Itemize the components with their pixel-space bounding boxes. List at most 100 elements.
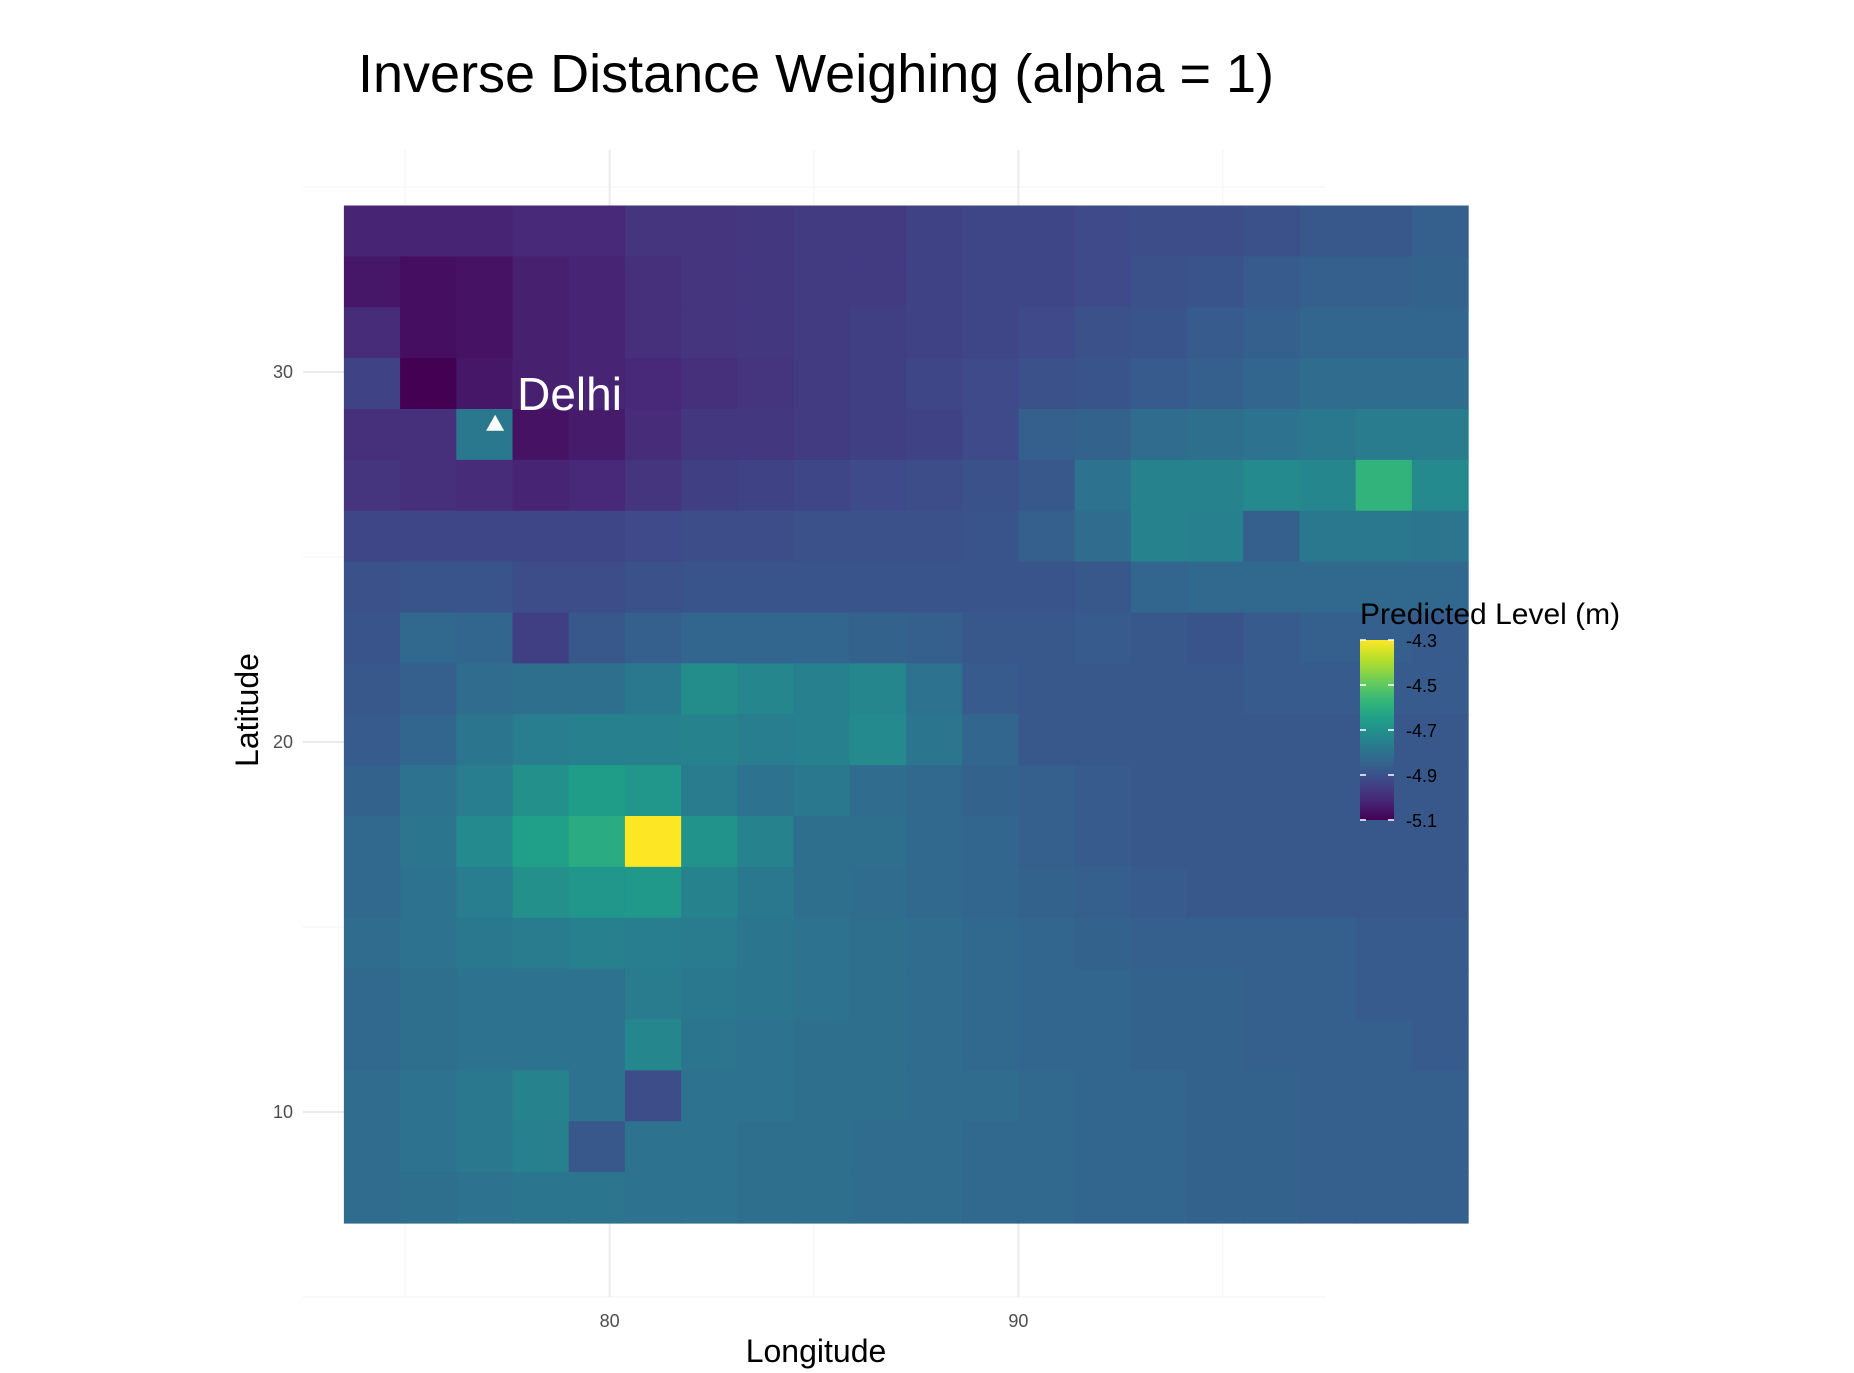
heatmap-cell bbox=[1411, 612, 1469, 664]
heatmap-cell bbox=[1187, 714, 1244, 766]
heatmap-cell bbox=[849, 358, 907, 410]
heatmap-cell bbox=[1299, 409, 1357, 461]
heatmap-cell bbox=[849, 968, 907, 1021]
heatmap-cell bbox=[568, 256, 626, 308]
x-axis-title: Longitude bbox=[746, 1333, 887, 1369]
heatmap-cell bbox=[849, 917, 907, 970]
heatmap-cell bbox=[456, 612, 514, 664]
heatmap-cell bbox=[681, 1019, 738, 1071]
heatmap-cell bbox=[400, 1121, 457, 1173]
heatmap-cell bbox=[624, 205, 682, 257]
heatmap-cell bbox=[793, 714, 851, 766]
heatmap-cell bbox=[905, 1172, 963, 1224]
heatmap-cell bbox=[1074, 1019, 1132, 1071]
heatmap-cell bbox=[1411, 816, 1469, 868]
heatmap-cell bbox=[793, 307, 851, 359]
heatmap-cell bbox=[1299, 917, 1357, 970]
heatmap-cell bbox=[1018, 205, 1076, 257]
heatmap-cell bbox=[737, 663, 795, 715]
heatmap-cell bbox=[793, 1121, 851, 1173]
heatmap-cell bbox=[456, 968, 514, 1021]
heatmap-cell bbox=[681, 917, 738, 970]
heatmap-cell bbox=[456, 1070, 514, 1122]
heatmap-cell bbox=[343, 307, 401, 359]
heatmap-cell bbox=[1018, 358, 1076, 410]
heatmap-cell bbox=[1299, 714, 1357, 766]
heatmap-cell bbox=[512, 765, 570, 817]
heatmap-cell bbox=[343, 917, 401, 970]
heatmap-cell bbox=[849, 1070, 907, 1122]
heatmap-cell bbox=[624, 663, 682, 715]
heatmap-cell bbox=[456, 510, 514, 563]
heatmap-cell bbox=[1411, 307, 1469, 359]
heatmap-cell bbox=[681, 510, 738, 563]
heatmap-cell bbox=[905, 561, 963, 614]
heatmap-cell bbox=[849, 1019, 907, 1071]
heatmap-cell bbox=[962, 561, 1019, 614]
heatmap-cell bbox=[849, 765, 907, 817]
heatmap-cell bbox=[1074, 205, 1132, 257]
heatmap-cell bbox=[512, 1121, 570, 1173]
heatmap-cell bbox=[1243, 917, 1301, 970]
heatmap-cell bbox=[1187, 561, 1244, 614]
heatmap-cell bbox=[1018, 663, 1076, 715]
heatmap-cell bbox=[1130, 459, 1188, 512]
heatmap-cell bbox=[1130, 358, 1188, 410]
heatmap-cell bbox=[1130, 307, 1188, 359]
heatmap-cell bbox=[456, 409, 514, 461]
heatmap-cell bbox=[400, 968, 457, 1021]
heatmap-cell bbox=[1355, 205, 1413, 257]
annotation-layer: Delhi bbox=[486, 368, 622, 431]
heatmap-cell bbox=[962, 307, 1019, 359]
heatmap-cell bbox=[400, 714, 457, 766]
heatmap-cell bbox=[737, 612, 795, 664]
heatmap-cell bbox=[568, 1121, 626, 1173]
heatmap-cell bbox=[568, 663, 626, 715]
heatmap-cell bbox=[681, 714, 738, 766]
heatmap-cell bbox=[512, 307, 570, 359]
heatmap-cell bbox=[512, 612, 570, 664]
heatmap-cell bbox=[737, 459, 795, 512]
heatmap-cell bbox=[681, 358, 738, 410]
delhi-marker bbox=[486, 414, 505, 431]
heatmap-cell bbox=[1187, 256, 1244, 308]
heatmap-cell bbox=[1243, 256, 1301, 308]
heatmap-cell bbox=[1299, 256, 1357, 308]
heatmap-cell bbox=[1243, 663, 1301, 715]
heatmap-cell bbox=[1018, 459, 1076, 512]
heatmap-cell bbox=[962, 1070, 1019, 1122]
heatmap-cell bbox=[849, 205, 907, 257]
heatmap-cell bbox=[1074, 968, 1132, 1021]
heatmap-cell bbox=[1187, 917, 1244, 970]
heatmap-cell bbox=[1074, 816, 1132, 868]
heatmap-cell bbox=[624, 358, 682, 410]
heatmap-cell bbox=[1018, 765, 1076, 817]
heatmap-cell bbox=[1018, 917, 1076, 970]
heatmap-cell bbox=[1018, 256, 1076, 308]
heatmap-cell bbox=[1130, 917, 1188, 970]
heatmap-cell bbox=[1355, 917, 1413, 970]
heatmap-cell bbox=[681, 307, 738, 359]
heatmap-cell bbox=[568, 307, 626, 359]
heatmap-cell bbox=[624, 714, 682, 766]
heatmap-cell bbox=[737, 409, 795, 461]
heatmap-cell bbox=[1187, 358, 1244, 410]
heatmap-cell bbox=[905, 1121, 963, 1173]
heatmap-cell bbox=[1130, 256, 1188, 308]
heatmap-cell bbox=[456, 765, 514, 817]
heatmap-cell bbox=[512, 968, 570, 1021]
heatmap-cell bbox=[1355, 307, 1413, 359]
heatmap-cell bbox=[400, 459, 457, 512]
legend: Predicted Level (m) -4.3 -4.5 -4.7 -4.9 -5.1 bbox=[1360, 598, 1620, 831]
heatmap-cell bbox=[849, 459, 907, 512]
heatmap-cell bbox=[1243, 459, 1301, 512]
heatmap-cell bbox=[793, 205, 851, 257]
heatmap-cell bbox=[1130, 205, 1188, 257]
heatmap-cell bbox=[624, 968, 682, 1021]
heatmap-cell bbox=[737, 256, 795, 308]
heatmap-cell bbox=[1299, 1070, 1357, 1122]
heatmap-cell bbox=[1018, 1121, 1076, 1173]
heatmap-cell bbox=[512, 917, 570, 970]
heatmap-cell bbox=[343, 561, 401, 614]
